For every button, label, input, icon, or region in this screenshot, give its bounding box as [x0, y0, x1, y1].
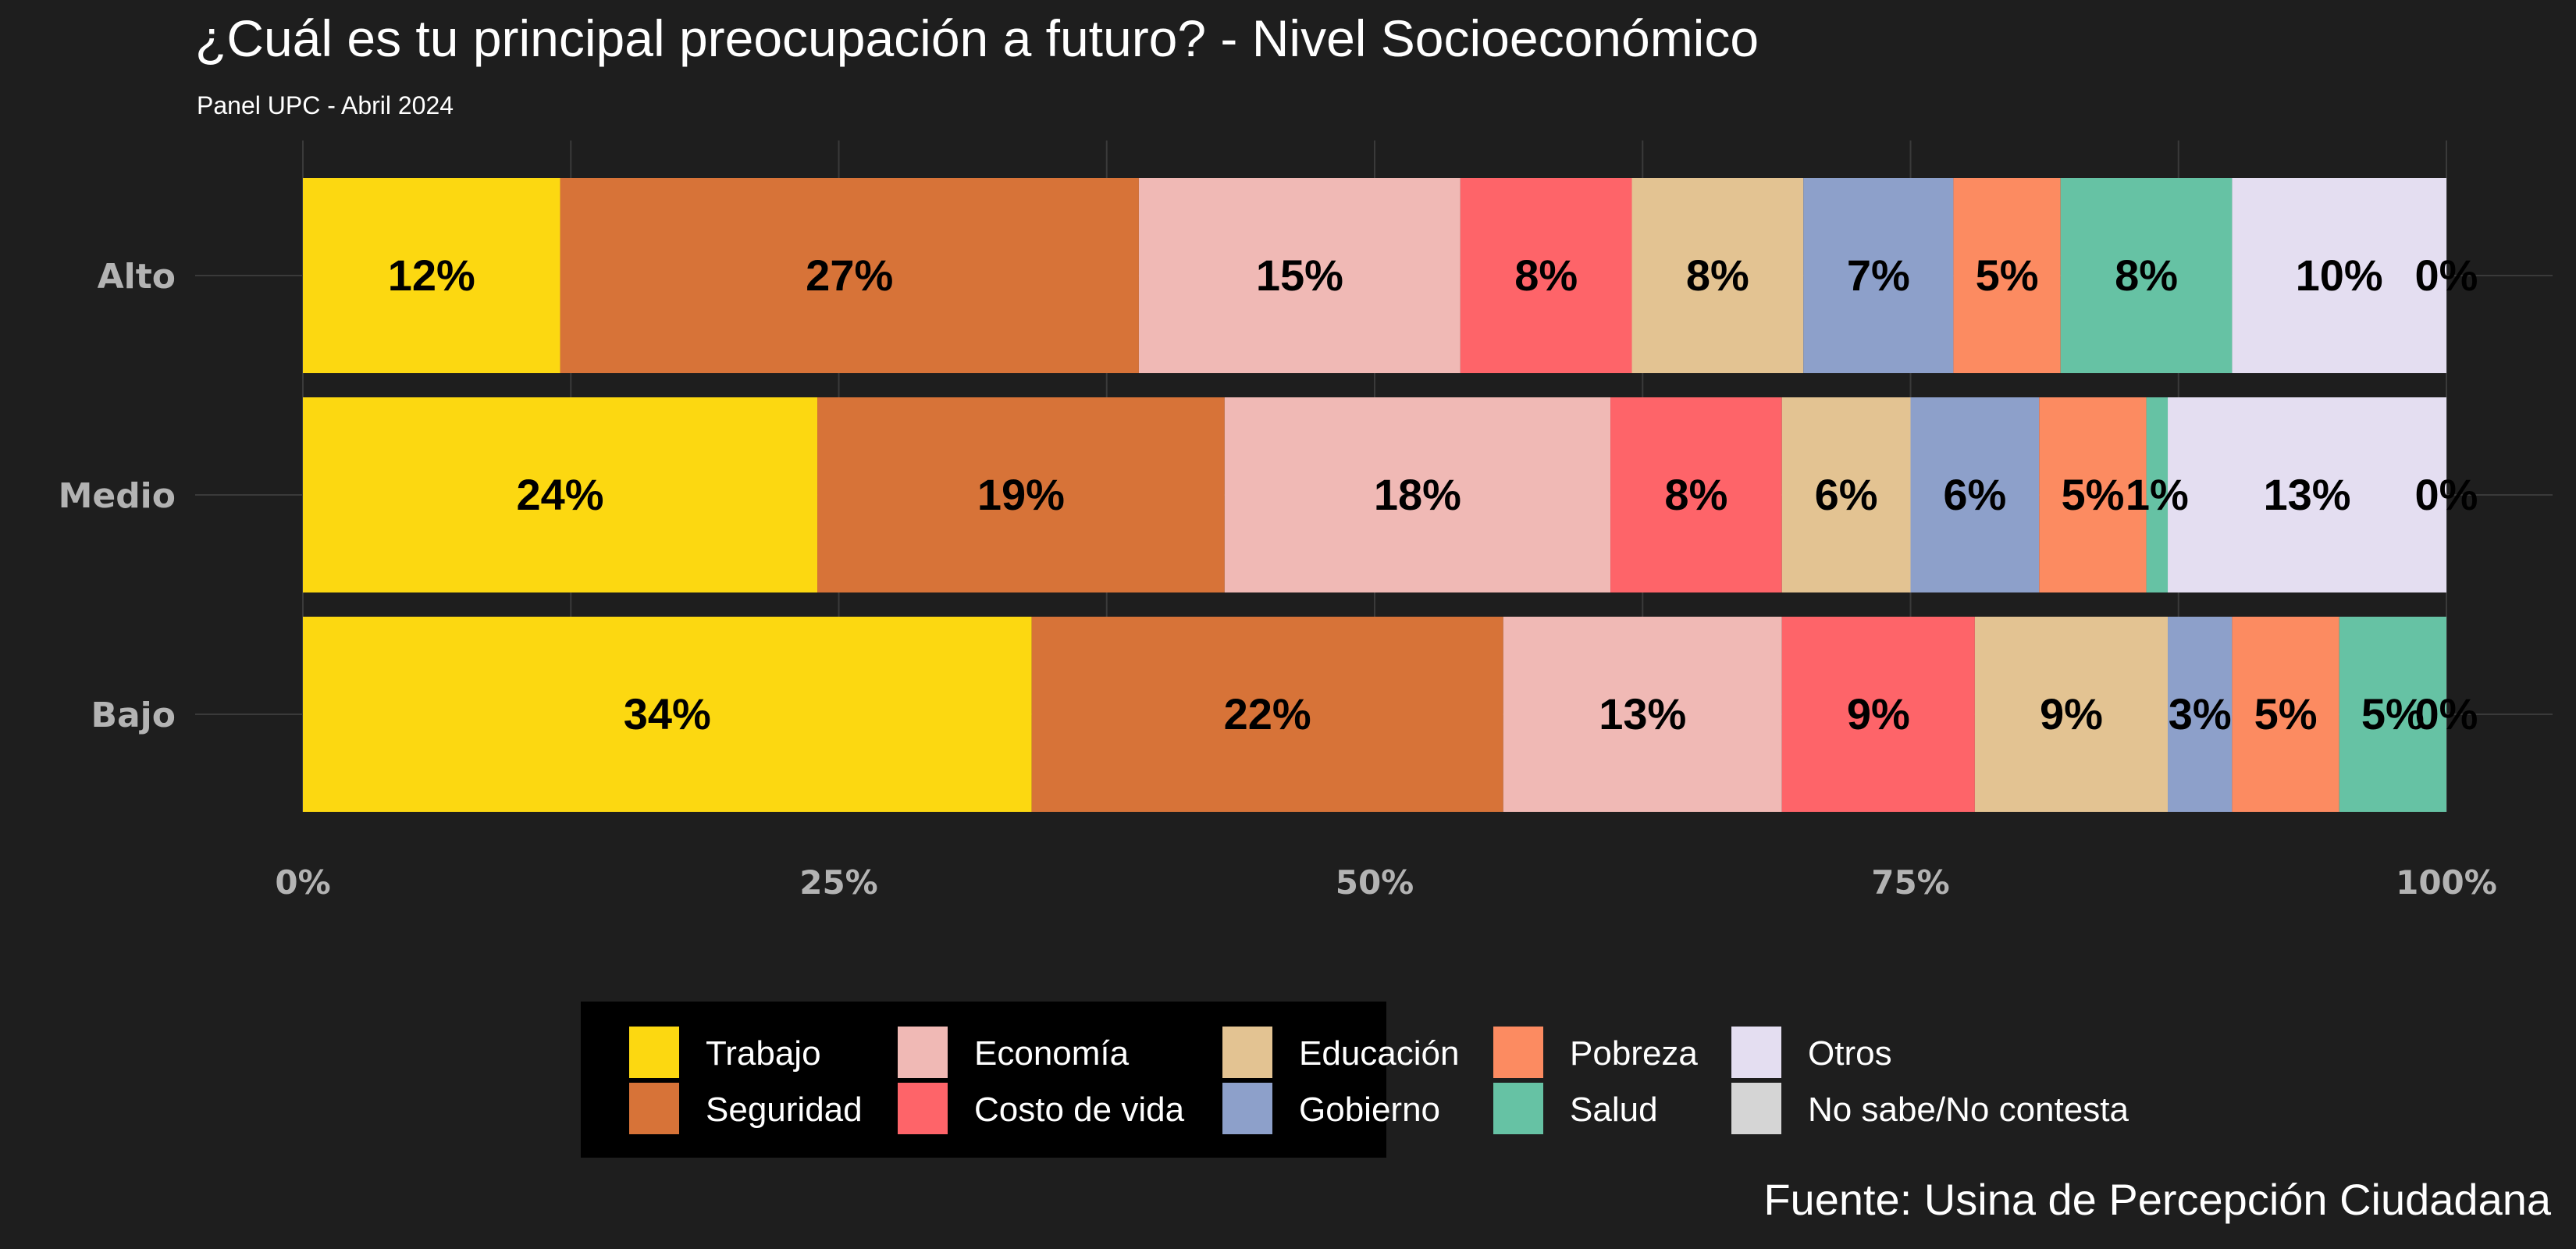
x-tick-label: 25%: [799, 863, 878, 902]
x-tick-label: 0%: [275, 863, 330, 902]
bar-segment-salud-medio: [2146, 397, 2169, 592]
data-label: 7%: [1847, 251, 1910, 300]
bar-segment-pobreza-medio: [2039, 397, 2147, 592]
bar-segment-salud-bajo: [2339, 617, 2446, 812]
bar-segment-trabajo-bajo: [303, 617, 1032, 812]
legend-swatch: [1493, 1083, 1543, 1134]
legend-swatch: [629, 1083, 679, 1134]
legend-swatch: [1222, 1083, 1272, 1134]
bar-segment-gobierno-alto: [1803, 178, 1954, 373]
data-label: 8%: [2115, 251, 2178, 300]
bar-segment-salud-alto: [2060, 178, 2233, 373]
bar-segment-econom-a-bajo: [1503, 617, 1782, 812]
bar-segment-costo-de-vida-alto: [1460, 178, 1632, 373]
legend-label: Economía: [974, 1034, 1130, 1073]
legend-label: Trabajo: [706, 1034, 821, 1073]
bar-segment-pobreza-bajo: [2232, 617, 2339, 812]
data-label: 5%: [2254, 689, 2318, 738]
data-label: 5%: [2361, 689, 2425, 738]
legend-swatch: [1493, 1027, 1543, 1078]
bar-segment-educaci-n-alto: [1631, 178, 1804, 373]
data-label: 5%: [2061, 470, 2124, 519]
bar-segment-otros-medio: [2168, 397, 2446, 592]
legend-label: Salud: [1570, 1091, 1658, 1129]
bar-segment-costo-de-vida-medio: [1610, 397, 1782, 592]
bar-segment-trabajo-medio: [303, 397, 818, 592]
data-label: 13%: [1599, 689, 1686, 738]
legend-label: Pobreza: [1570, 1034, 1698, 1073]
data-label: 6%: [1815, 470, 1878, 519]
bar-segment-otros-alto: [2232, 178, 2446, 373]
data-label: 1%: [2126, 470, 2189, 519]
bar-segment-trabajo-alto: [303, 178, 560, 373]
legend-swatch: [898, 1083, 948, 1134]
bar-segment-seguridad-bajo: [1031, 617, 1503, 812]
legend-swatch: [1731, 1083, 1781, 1134]
category-label: Alto: [98, 257, 176, 297]
bar-segment-costo-de-vida-bajo: [1781, 617, 1975, 812]
legend: Trabajo Seguridad Economía Costo de vida Edu…: [581, 1002, 2129, 1158]
data-label: 10%: [2296, 251, 2383, 300]
bar-segment-econom-a-alto: [1138, 178, 1461, 373]
data-label: 8%: [1664, 470, 1727, 519]
data-label: 8%: [1686, 251, 1749, 300]
legend-label: No sabe/No contesta: [1808, 1091, 2129, 1129]
bar-segment-econom-a-medio: [1224, 397, 1611, 592]
data-labels-layer: 12% 27% 15% 8% 8% 7% 5% 8% 10% 0% 24% 19% 18% 8% 6% 6% 5…: [388, 251, 2478, 738]
legend-swatch: [898, 1027, 948, 1078]
data-label: 18%: [1374, 470, 1461, 519]
data-label: 9%: [1847, 689, 1910, 738]
chart-caption: Fuente: Usina de Percepción Ciudadana: [1763, 1175, 2552, 1224]
legend-label: Seguridad: [706, 1091, 863, 1129]
data-label: 0%: [2415, 689, 2478, 738]
chart-title: ¿Cuál es tu principal preocupación a fut…: [195, 9, 1759, 67]
bar-segment-educaci-n-medio: [1781, 397, 1911, 592]
legend-label: Costo de vida: [974, 1091, 1185, 1129]
bar-segment-pobreza-alto: [1953, 178, 2061, 373]
legend-swatch: [1222, 1027, 1272, 1078]
data-label: 6%: [1943, 470, 2006, 519]
data-label: 8%: [1514, 251, 1578, 300]
category-label: Bajo: [91, 696, 176, 735]
data-label: 27%: [806, 251, 893, 300]
category-label: Medio: [59, 476, 176, 516]
data-label: 3%: [2169, 689, 2232, 738]
data-label: 19%: [977, 470, 1065, 519]
x-tick-label: 100%: [2396, 863, 2497, 902]
data-label: 0%: [2415, 251, 2478, 300]
data-label: 12%: [388, 251, 475, 300]
data-label: 22%: [1224, 689, 1311, 738]
bar-segment-seguridad-medio: [817, 397, 1225, 592]
chart-subtitle: Panel UPC - Abril 2024: [197, 91, 454, 119]
x-tick-label: 50%: [1336, 863, 1414, 902]
data-label: 24%: [516, 470, 603, 519]
data-label: 13%: [2263, 470, 2350, 519]
data-label: 15%: [1256, 251, 1343, 300]
bars-layer: [303, 178, 2446, 812]
legend-label: Gobierno: [1299, 1091, 1440, 1129]
bar-segment-seguridad-alto: [560, 178, 1139, 373]
data-label: 5%: [1976, 251, 2039, 300]
legend-label: Otros: [1808, 1034, 1892, 1073]
bar-segment-gobierno-medio: [1910, 397, 2040, 592]
bar-segment-educaci-n-bajo: [1974, 617, 2169, 812]
data-label: 9%: [2040, 689, 2103, 738]
bar-segment-gobierno-bajo: [2168, 617, 2233, 812]
legend-swatch: [629, 1027, 679, 1078]
legend-swatch: [1731, 1027, 1781, 1078]
legend-label: Educación: [1299, 1034, 1459, 1073]
x-tick-label: 75%: [1871, 863, 1950, 902]
axis-layer: Alto Medio Bajo 0% 25% 50% 75% 100%: [59, 257, 2497, 902]
data-label: 34%: [624, 689, 711, 738]
data-label: 0%: [2415, 470, 2478, 519]
